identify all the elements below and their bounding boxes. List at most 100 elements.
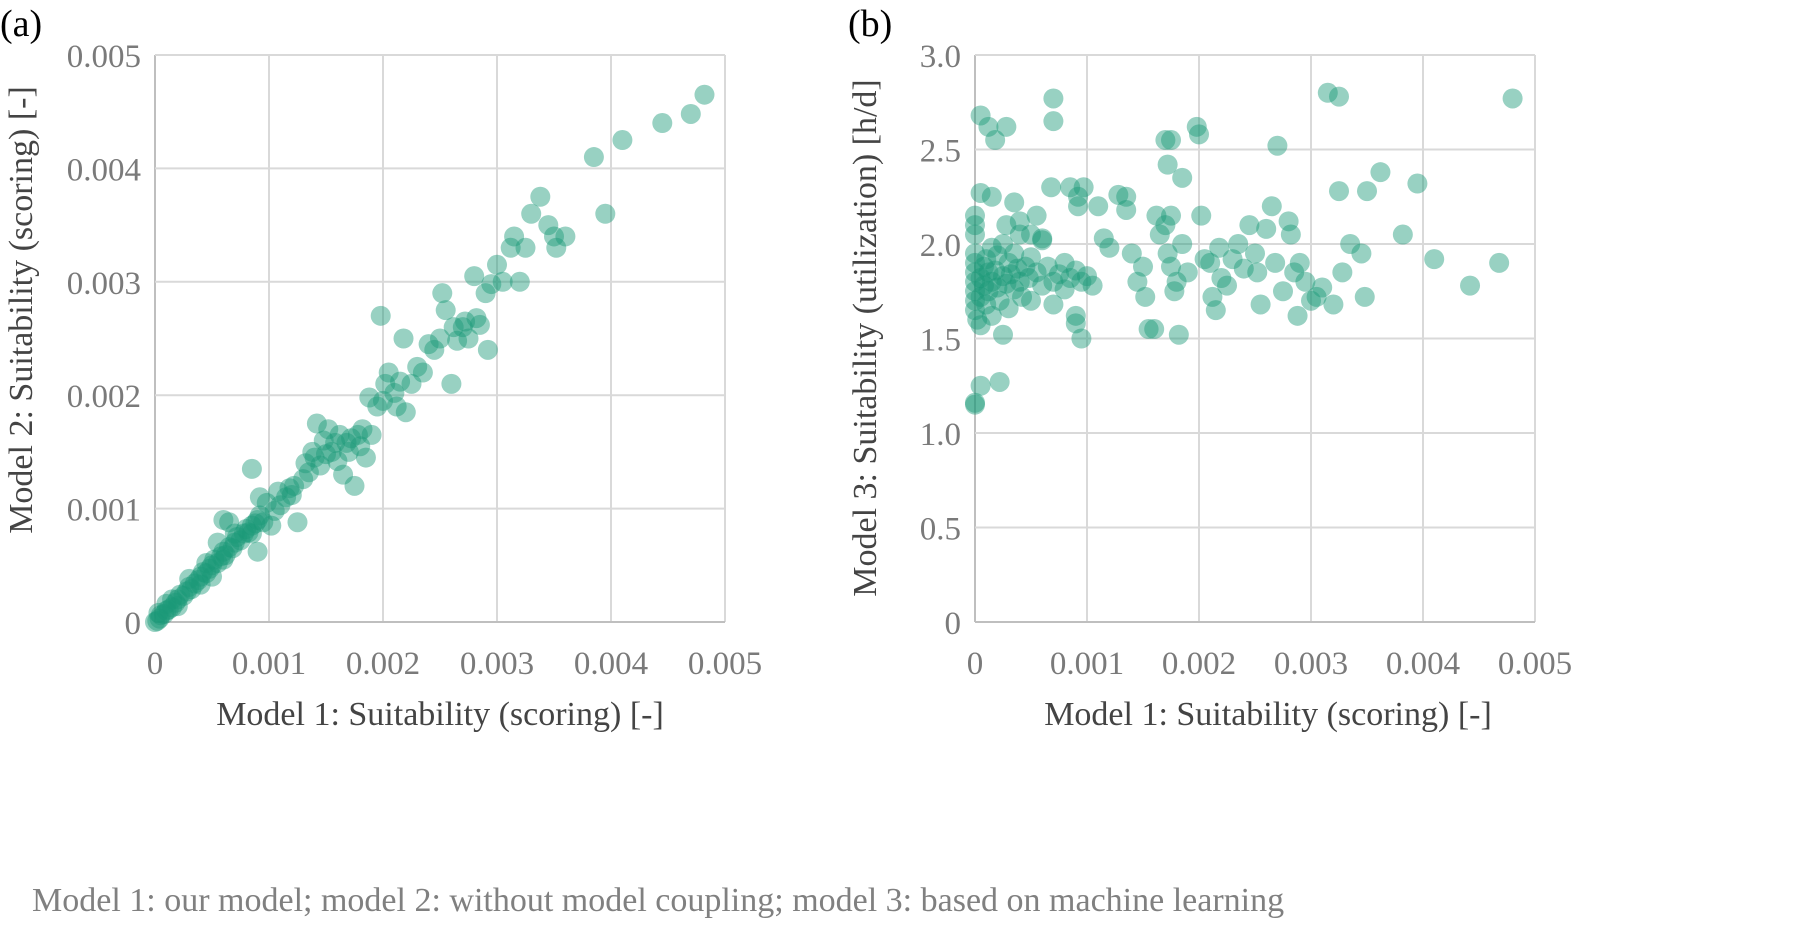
data-point <box>199 558 220 579</box>
data-point <box>347 424 368 445</box>
data-point <box>316 444 336 465</box>
data-point <box>190 566 211 587</box>
data-point <box>583 147 604 168</box>
data-point <box>1146 205 1167 226</box>
data-point <box>1108 184 1129 205</box>
data-point <box>447 330 468 351</box>
data-point <box>1284 262 1305 283</box>
data-point <box>1460 275 1481 296</box>
data-point <box>544 226 564 247</box>
data-point <box>1502 88 1523 109</box>
data-point <box>192 562 213 583</box>
data-point <box>256 492 277 513</box>
data-point <box>1032 275 1053 296</box>
data-point <box>1054 252 1075 273</box>
data-point <box>1060 177 1081 198</box>
data-point <box>241 458 262 479</box>
data-point <box>1004 279 1025 300</box>
data-point <box>412 362 433 383</box>
data-point <box>304 447 325 468</box>
data-point <box>1049 264 1069 285</box>
data-point <box>241 515 262 536</box>
data-point <box>359 387 380 408</box>
data-point <box>981 271 1002 292</box>
data-point <box>325 432 346 453</box>
y-tick-label: 0.002 <box>67 379 141 415</box>
data-point <box>298 462 319 483</box>
data-point <box>1161 205 1181 226</box>
y-ticks-b: 0 0.5 1.0 1.5 2.0 2.5 3.0 <box>920 39 961 642</box>
data-point <box>393 328 414 349</box>
data-point <box>211 546 232 567</box>
data-point <box>207 532 228 553</box>
data-point <box>1172 234 1193 254</box>
data-point <box>236 519 257 540</box>
data-point <box>435 300 456 321</box>
data-point <box>492 271 513 292</box>
data-point <box>284 475 305 496</box>
data-point <box>509 271 530 292</box>
data-point <box>179 568 200 589</box>
data-point <box>458 328 479 349</box>
data-point <box>1054 279 1075 300</box>
figure-caption: Model 1: our model; model 2: without mod… <box>32 882 1285 919</box>
data-point <box>156 600 177 621</box>
data-point <box>1009 224 1030 245</box>
data-point <box>1407 173 1428 194</box>
data-point <box>150 605 171 626</box>
data-point <box>993 324 1013 345</box>
data-point <box>970 268 991 289</box>
data-point <box>970 286 991 307</box>
data-point <box>1032 230 1053 251</box>
data-point <box>1289 252 1310 273</box>
data-point <box>293 469 314 490</box>
data-point <box>1026 205 1047 226</box>
data-point <box>441 373 462 394</box>
data-point <box>1239 215 1260 236</box>
data-point <box>1026 262 1047 283</box>
data-point <box>1205 300 1226 321</box>
data-point <box>1189 124 1209 145</box>
data-point <box>1082 275 1103 296</box>
data-point <box>680 103 701 124</box>
data-point <box>993 234 1013 254</box>
data-point <box>341 428 362 449</box>
data-point <box>1261 196 1282 217</box>
data-point <box>333 464 354 485</box>
data-point <box>154 604 175 625</box>
data-point <box>1357 181 1377 202</box>
data-point <box>424 339 445 360</box>
data-point <box>386 396 407 417</box>
data-point <box>652 113 673 134</box>
x-tick-label: 0.004 <box>574 646 648 682</box>
data-point <box>367 396 388 417</box>
data-point <box>213 509 234 530</box>
y-tick-label: 0.5 <box>920 512 961 548</box>
data-point <box>245 513 266 534</box>
y-tick-label: 1.5 <box>920 323 961 359</box>
data-point <box>407 356 428 377</box>
data-point <box>1332 262 1353 283</box>
data-point <box>455 311 476 332</box>
data-point <box>1211 268 1232 289</box>
data-point <box>1012 286 1033 307</box>
data-point <box>1194 249 1215 270</box>
data-point <box>279 478 300 499</box>
data-point <box>996 273 1017 294</box>
data-point <box>546 237 567 258</box>
data-point <box>1166 271 1187 292</box>
data-point <box>1161 130 1181 151</box>
data-point <box>384 382 405 403</box>
data-point <box>1323 294 1344 315</box>
data-point <box>1317 82 1338 103</box>
data-point <box>530 186 551 207</box>
data-point <box>1043 271 1064 292</box>
x-axis-title-a: Model 1: Suitability (scoring) [-] <box>216 696 664 733</box>
data-point <box>469 314 490 335</box>
data-point <box>1209 237 1230 258</box>
data-point <box>1043 111 1064 132</box>
data-point <box>222 538 243 559</box>
data-point <box>247 509 268 530</box>
data-point <box>965 243 985 264</box>
